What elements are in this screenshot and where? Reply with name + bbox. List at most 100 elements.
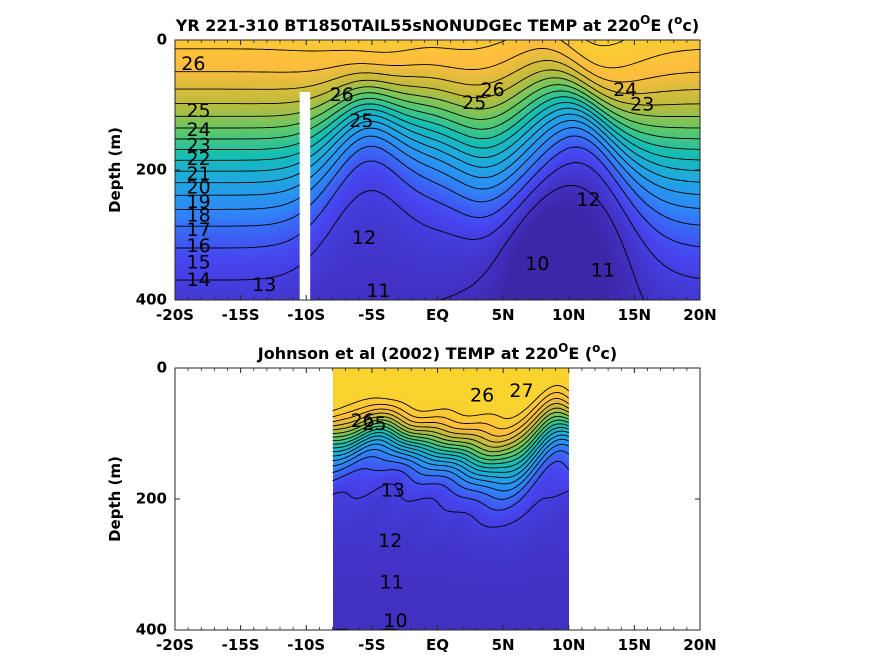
contour-line-17 bbox=[332, 430, 569, 473]
contour-line-15 bbox=[175, 119, 701, 196]
title-end: c) bbox=[682, 16, 699, 35]
chart-title: YR 221-310 BT1850TAIL55sNONUDGEc TEMP at… bbox=[175, 13, 699, 35]
y-axis-label: Depth (m) bbox=[106, 127, 124, 213]
contour-line-26 bbox=[175, 39, 701, 69]
x-tick-label: 15N bbox=[618, 306, 651, 324]
contour-label: 12 bbox=[352, 227, 376, 249]
contour-label: 20 bbox=[187, 177, 211, 199]
contour-line-16 bbox=[332, 434, 569, 479]
title-main: Johnson et al (2002) TEMP at 220 bbox=[257, 344, 558, 363]
contour-label: 16 bbox=[187, 235, 211, 257]
contour-label: 13 bbox=[252, 274, 276, 296]
contour-label: 15 bbox=[187, 251, 211, 273]
contour-line-19 bbox=[332, 423, 569, 465]
contour-label: 17 bbox=[187, 219, 211, 241]
title-mid: E ( bbox=[568, 344, 592, 363]
contour-line-11 bbox=[332, 483, 569, 528]
contour-line-24 bbox=[332, 403, 570, 443]
y-tick-label: 200 bbox=[136, 161, 167, 179]
contour-label: 22 bbox=[187, 148, 211, 170]
x-tick-label: -20S bbox=[156, 636, 194, 654]
x-tick-label: -5S bbox=[358, 306, 385, 324]
x-tick-label: EQ bbox=[426, 636, 449, 654]
contour-label: 23 bbox=[187, 134, 211, 156]
contour-label: 12 bbox=[576, 189, 600, 211]
contour-line-24 bbox=[175, 60, 701, 95]
x-tick-label: -5S bbox=[358, 636, 385, 654]
contour-label: 24 bbox=[187, 119, 211, 141]
contour-label: 12 bbox=[378, 530, 402, 552]
x-tick-label: -15S bbox=[222, 636, 260, 654]
contour-label: 10 bbox=[525, 253, 549, 275]
contour-line-20 bbox=[332, 419, 569, 461]
contour-line-16 bbox=[175, 113, 701, 184]
contour-label: 26 bbox=[351, 410, 375, 432]
title-degree-sup: O bbox=[558, 341, 568, 355]
contour-label: 25 bbox=[187, 100, 211, 122]
contour-line-21 bbox=[175, 84, 700, 129]
contour-label: 18 bbox=[187, 205, 211, 227]
contour-label: 25 bbox=[362, 413, 386, 435]
contour-label: 25 bbox=[462, 92, 486, 114]
y-axis-label: Depth (m) bbox=[106, 456, 124, 542]
y-tick-label: 0 bbox=[157, 359, 167, 377]
contour-line-17 bbox=[175, 107, 701, 172]
y-tick-label: 400 bbox=[136, 621, 167, 639]
x-tick-label: -10S bbox=[287, 636, 325, 654]
contour-line-22 bbox=[175, 77, 700, 117]
contour-label: 11 bbox=[379, 571, 403, 593]
contour-line-14 bbox=[332, 443, 570, 492]
contour-label: 26 bbox=[481, 79, 505, 101]
contour-label: 24 bbox=[613, 79, 637, 101]
contour-label: 27 bbox=[509, 380, 533, 402]
contour-line-27 bbox=[332, 385, 570, 419]
missing-data-column bbox=[299, 92, 311, 300]
title-unit-sup: o bbox=[592, 341, 600, 355]
temperature-field bbox=[333, 368, 569, 630]
title-degree-sup: O bbox=[640, 13, 650, 27]
contour-label: 11 bbox=[366, 280, 390, 302]
contour-label: 26 bbox=[181, 53, 205, 75]
contour-line-26 bbox=[332, 392, 570, 430]
x-tick-label: -10S bbox=[287, 306, 325, 324]
title-end: c) bbox=[600, 344, 617, 363]
contour-label: 13 bbox=[381, 480, 405, 502]
contour-line-21 bbox=[332, 415, 569, 457]
contour-label: 26 bbox=[330, 84, 354, 106]
contour-label: 10 bbox=[383, 610, 407, 632]
contour-line-18 bbox=[332, 426, 569, 469]
contour-label: 25 bbox=[349, 110, 373, 132]
contour-line-12 bbox=[175, 146, 701, 249]
y-tick-label: 400 bbox=[136, 291, 167, 309]
contour-line-12 bbox=[332, 460, 570, 511]
contour-line-10 bbox=[439, 185, 645, 301]
x-tick-label: 15N bbox=[618, 636, 651, 654]
x-tick-label: -20S bbox=[156, 306, 194, 324]
contour-line-25 bbox=[175, 48, 701, 83]
title-unit-sup: o bbox=[674, 13, 682, 27]
y-tick-label: 200 bbox=[136, 490, 167, 508]
contour-label: 26 bbox=[470, 385, 494, 407]
contour-line-19 bbox=[175, 96, 701, 151]
x-tick-label: 5N bbox=[492, 636, 515, 654]
x-tick-label: 10N bbox=[552, 636, 585, 654]
x-tick-label: 10N bbox=[552, 306, 585, 324]
x-tick-label: EQ bbox=[426, 306, 449, 324]
contour-label: 21 bbox=[187, 163, 211, 185]
contour-label: 11 bbox=[591, 259, 615, 281]
x-tick-label: 20N bbox=[683, 636, 716, 654]
title-mid: E ( bbox=[650, 16, 674, 35]
contour-line-23 bbox=[332, 407, 570, 448]
contour-line-13 bbox=[332, 450, 570, 500]
x-tick-label: 20N bbox=[683, 306, 716, 324]
y-tick-label: 0 bbox=[157, 31, 167, 49]
contour-line-18 bbox=[175, 102, 701, 161]
contour-label: 19 bbox=[187, 191, 211, 213]
contour-label: 14 bbox=[187, 269, 211, 291]
x-tick-label: 5N bbox=[492, 306, 515, 324]
contour-line-20 bbox=[175, 90, 700, 140]
contour-line-22 bbox=[332, 411, 570, 453]
